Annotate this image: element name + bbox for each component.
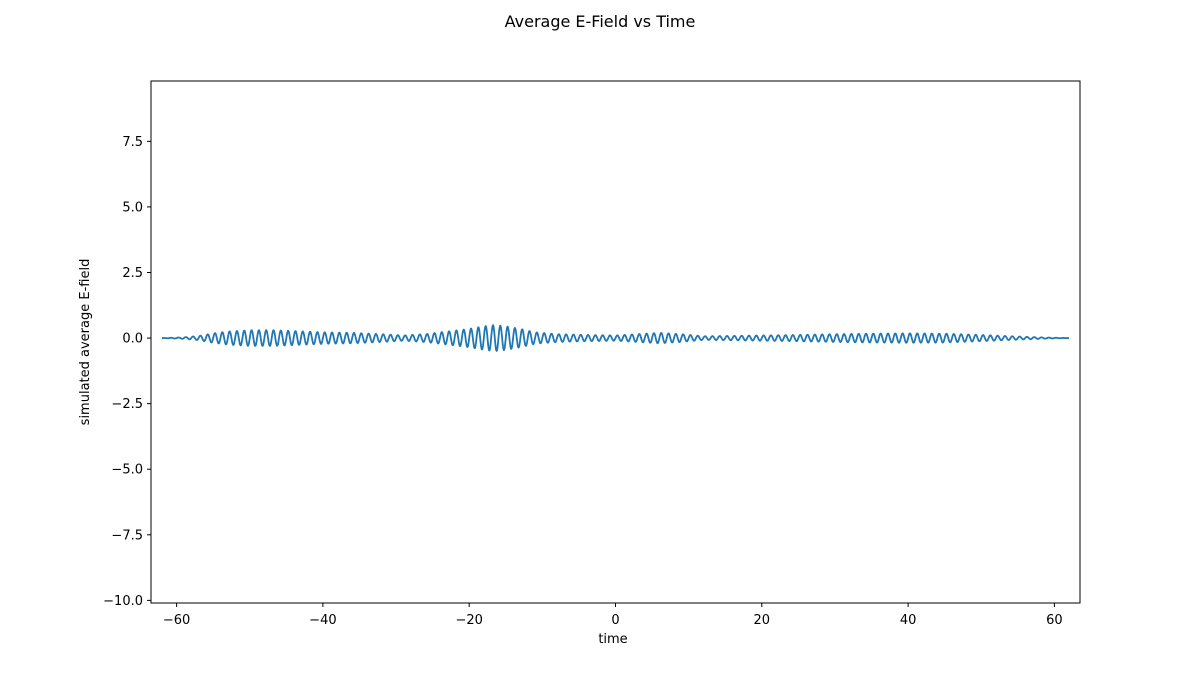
x-tick-label: −20: [455, 613, 482, 628]
y-tick-label: 0.0: [122, 332, 143, 347]
y-axis: 7.5 5.0 2.5 0.0 −2.5 −5.0 −7.5 −10.0: [103, 135, 151, 609]
y-tick-label: −10.0: [103, 594, 143, 609]
x-tick-label: −40: [309, 613, 336, 628]
y-tick-label: 5.0: [122, 200, 143, 215]
x-tick-label: 40: [900, 613, 917, 628]
y-tick-label: −2.5: [111, 397, 143, 412]
plot-area: [150, 80, 1081, 604]
x-tick-label: 60: [1046, 613, 1063, 628]
y-tick-label: −7.5: [111, 528, 143, 543]
series-line: [161, 324, 1070, 352]
y-tick-label: −5.0: [111, 463, 143, 478]
y-axis-label: simulated average E-field: [78, 259, 93, 426]
x-tick-label: −60: [163, 613, 190, 628]
y-tick-label: 2.5: [122, 266, 143, 281]
x-tick-label: 0: [611, 613, 619, 628]
x-axis: −60 −40 −20 0 20 40 60: [163, 603, 1063, 628]
x-tick-label: 20: [754, 613, 771, 628]
x-axis-label: time: [598, 632, 627, 647]
y-tick-label: 7.5: [122, 135, 143, 150]
chart-title: Average E-Field vs Time: [505, 12, 696, 31]
